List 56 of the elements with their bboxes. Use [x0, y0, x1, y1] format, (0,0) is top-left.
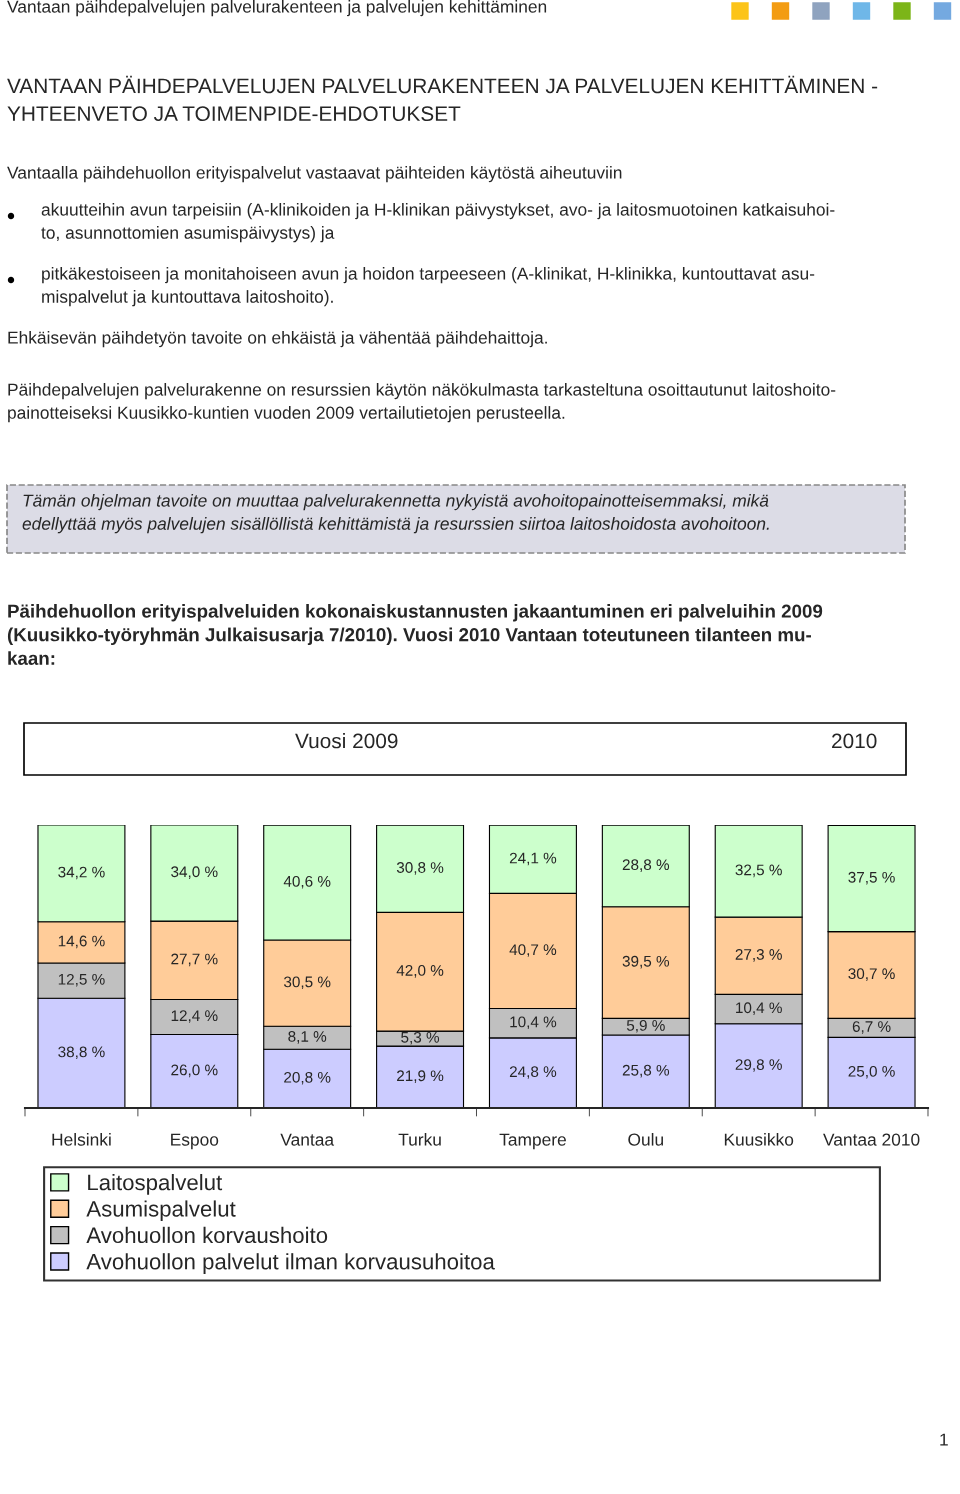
data-label: 26,0 % [171, 1064, 218, 1078]
x-tick-label: Vantaa [280, 1133, 335, 1146]
data-label: 42,0 % [396, 965, 444, 978]
data-label: 37,5 % [848, 871, 895, 885]
x-tick-label: Espoo [171, 1133, 219, 1150]
data-label: 30,7 % [848, 968, 895, 981]
data-label: 10,4 % [510, 1016, 557, 1030]
data-label: 27,7 % [171, 953, 218, 967]
data-label: 12,4 % [171, 1010, 218, 1023]
text: 1 [940, 1433, 948, 1446]
x-tick-label: Turku [398, 1133, 441, 1146]
data-label: 24,1 % [509, 852, 557, 866]
data-label: 27,3 % [735, 949, 782, 962]
data-label: 20,8 % [284, 1071, 331, 1085]
data-label: 8,1 % [288, 1031, 327, 1044]
data-label: 34,2 % [58, 866, 105, 880]
data-label: 39,5 % [622, 955, 670, 969]
data-label: 5,9 % [626, 1020, 665, 1033]
data-label: 24,8 % [509, 1066, 557, 1079]
text: Tämän ohjelman tavoite on muuttaa palvelurakennetta nykyistä avohoitopainotteisemmaksi, mikä edellyttää myös palvelujen sisällöllistä kehittämistä ja resurssien siirtoa laitoshoidosta avohoitoon. [22, 494, 769, 534]
x-tick-label: Kuusikko [724, 1133, 794, 1146]
x-tick-label: Tampere [499, 1133, 566, 1150]
x-tick-label: Oulu [628, 1133, 663, 1146]
data-label: 40,7 % [509, 944, 557, 957]
text: pitkäkestoiseen ja monitahoiseen avun ja hoidon tarpeeseen (A-klinikat, H-klinikka, kuntouttavat asu- mispalvelut ja kuntouttava laitoshoito). [42, 267, 815, 307]
data-label: 21,9 % [397, 1070, 444, 1083]
text: Päihdepalvelujen palvelurakenne on resurssien käytön näkökulmasta tarkasteltuna osoittautunut laitoshoito- painotteiseksi Kuusikko-kuntien vuoden 2009 vertailutietojen perusteella. [8, 383, 836, 423]
legend-label: Avohuollon palvelut ilman korvausuhoitoa [86, 1253, 495, 1274]
data-label: 29,8 % [735, 1059, 782, 1072]
text: Vantaan päihdepalvelujen palvelurakenteen ja palvelujen kehittäminen [7, 0, 547, 17]
data-label: 32,5 % [735, 864, 782, 878]
data-label: 30,5 % [283, 976, 331, 990]
text: Vuosi 2009 [295, 733, 398, 749]
data-label: 28,8 % [622, 859, 670, 872]
text: 2010 [832, 733, 877, 749]
data-label: 5,3 % [401, 1031, 440, 1045]
legend-label: Asumispalvelut [86, 1200, 236, 1222]
data-label: 10,4 % [736, 1002, 782, 1015]
chart-title: Päihdehuollon erityispalveluiden kokonaiskustannusten jakaantuminen eri palveluihin 2009 (Kuusikko-työryhmän Julkaisusarja 7/2010). Vuosi 2010 Vantaan toteutuneen tilanteen mu- kaan: [7, 604, 823, 665]
text: Vantaalla päihdehuollon erityispalvelut vastaavat päihteiden käytöstä aiheutuviin [7, 166, 622, 183]
data-label: 34,0 % [171, 866, 218, 879]
legend-label: Avohuollon korvaushoito [86, 1226, 328, 1244]
data-label: 25,0 % [848, 1065, 895, 1079]
data-label: 30,8 % [396, 862, 444, 875]
data-label: 12,5 % [58, 973, 105, 987]
legend-label: Laitospalvelut [88, 1174, 223, 1195]
x-tick-label: Vantaa 2010 [823, 1133, 920, 1146]
data-label: 6,7 % [852, 1021, 891, 1034]
data-label: 38,8 % [58, 1046, 105, 1060]
data-label: 40,6 % [283, 875, 331, 889]
data-label: 14,6 % [58, 935, 105, 949]
text: Ehkäisevän päihdetyön tavoite on ehkäistä ja vähentää päihdehaittoja. [8, 331, 547, 348]
x-tick-label: Helsinki [52, 1133, 111, 1146]
data-label: 25,8 % [622, 1064, 670, 1078]
text: VANTAAN PÄIHDEPALVELUJEN PALVELURAKENTEEN JA PALVELUJEN KEHITTÄMINEN - YHTEENVETO JA TOIMENPIDE-EHDOTUKSET [7, 75, 878, 122]
text: akuutteihin avun tarpeisiin (A-klinikoiden ja H-klinikan päivystykset, avo- ja laitosmuotoinen katkaisuhoi- to, asunnottomien asumispäivystys) ja [41, 203, 835, 243]
